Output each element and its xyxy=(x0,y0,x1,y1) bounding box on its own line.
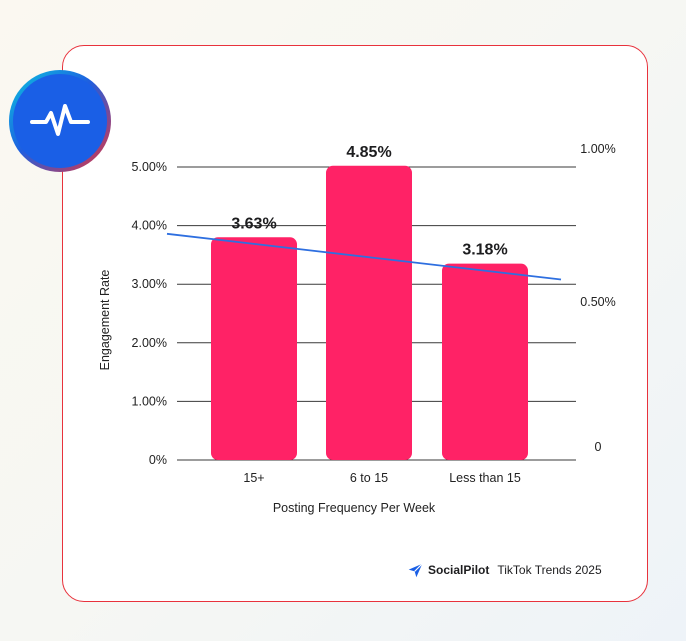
data-label: 3.63% xyxy=(231,215,276,232)
pulse-icon xyxy=(30,104,90,136)
y2-tick-label: 1.00% xyxy=(580,142,615,156)
y-axis-title: Engagement Rate xyxy=(98,270,112,371)
bar xyxy=(442,263,528,460)
y-tick-label: 5.00% xyxy=(132,160,167,174)
y-tick-label: 0% xyxy=(149,453,167,467)
brand-footer: SocialPilot TikTok Trends 2025 xyxy=(407,561,602,579)
pulse-badge xyxy=(9,70,111,172)
bar xyxy=(326,165,412,461)
data-label: 3.18% xyxy=(462,242,507,259)
y2-tick-label: 0 xyxy=(595,440,602,454)
y-tick-label: 2.00% xyxy=(132,336,167,350)
bar xyxy=(211,237,297,460)
socialpilot-logo-icon xyxy=(408,562,423,577)
brand-name: SocialPilot xyxy=(428,563,490,577)
x-axis-title: Posting Frequency Per Week xyxy=(273,501,436,515)
trend-line xyxy=(166,232,562,281)
y2-tick-label: 0.50% xyxy=(580,295,615,309)
y-tick-label: 3.00% xyxy=(132,277,167,291)
data-label: 4.85% xyxy=(346,144,391,161)
x-tick-label: Less than 15 xyxy=(449,471,521,485)
y-tick-label: 4.00% xyxy=(132,219,167,233)
x-tick-label: 15+ xyxy=(243,471,264,485)
x-tick-label: 6 to 15 xyxy=(350,471,388,485)
y-tick-label: 1.00% xyxy=(132,394,167,408)
brand-tagline: TikTok Trends 2025 xyxy=(497,563,602,577)
